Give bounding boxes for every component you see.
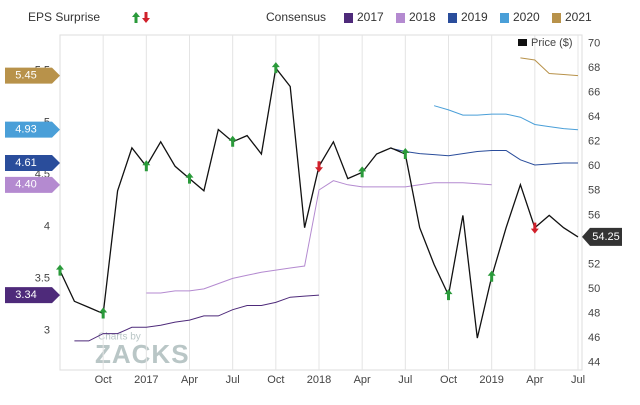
y2-tick-label: 68 [588, 62, 600, 74]
y2-tick-label: 64 [588, 111, 600, 123]
x-tick-label: Jul [571, 374, 585, 386]
y2-tick-label: 50 [588, 283, 600, 295]
x-tick-label: Apr [181, 374, 198, 386]
watermark: Charts by ZACKS [95, 332, 190, 369]
x-tick-label: 2018 [307, 374, 331, 386]
legend-down-arrow [142, 12, 150, 23]
y2-tick-label: 48 [588, 307, 600, 319]
consensus-tag-label: 3.34 [15, 289, 36, 301]
eps-surprise-down [315, 161, 323, 173]
eps-surprise-up [444, 289, 453, 301]
legend-label: 2019 [461, 10, 488, 24]
y2-tick-label: 44 [588, 357, 600, 369]
legend-swatch [500, 13, 509, 23]
plot-frame [59, 34, 583, 371]
legend-label: 2020 [513, 10, 540, 24]
eps-surprise-up [401, 148, 410, 160]
consensus-tag [5, 121, 60, 138]
consensus-line [520, 57, 579, 77]
y2-tick-label: 62 [588, 136, 600, 148]
consensus-tag [5, 287, 60, 304]
consensus-line [390, 147, 578, 166]
y-tick-label: 3 [44, 324, 50, 336]
y2-tick-label: 66 [588, 87, 600, 99]
consensus-line [74, 294, 320, 342]
legend-label: 2021 [565, 10, 592, 24]
y2-tick-label: 52 [588, 258, 600, 270]
eps-surprise-up [185, 172, 194, 184]
eps-surprise-up [228, 135, 237, 147]
y2-tick-label: 58 [588, 185, 600, 197]
eps-surprise-up [56, 264, 64, 276]
consensus-tag [5, 176, 60, 193]
x-tick-label: Oct [440, 374, 457, 386]
eps-surprise-up [99, 307, 108, 319]
legend-label: 2017 [357, 10, 384, 24]
legend-swatch [518, 39, 527, 46]
price-tag [582, 227, 622, 246]
consensus-tag-label: 4.40 [15, 179, 36, 191]
consensus-tag [5, 154, 60, 171]
y2-tick-label: 60 [588, 160, 600, 172]
consensus-tag [5, 67, 60, 84]
x-tick-label: Jul [226, 374, 240, 386]
legend-up-arrow [132, 12, 140, 23]
legend-swatch [344, 13, 353, 23]
legend-swatch [552, 13, 561, 23]
consensus-line [146, 180, 492, 294]
y2-tick-label: 46 [588, 332, 600, 344]
eps-surprise-up [358, 166, 367, 178]
price-tag-label: 54.25 [592, 231, 620, 243]
legend-label: 2018 [409, 10, 436, 24]
x-tick-label: Oct [95, 374, 112, 386]
eps-surprise-down [530, 222, 539, 234]
x-tick-label: Apr [354, 374, 371, 386]
x-tick-label: Apr [526, 374, 543, 386]
watermark-line2: ZACKS [95, 339, 190, 369]
y-tick-label: 4 [44, 220, 50, 232]
x-tick-label: 2019 [479, 374, 503, 386]
y-tick-label: 3.5 [35, 272, 50, 284]
consensus-line [433, 105, 579, 131]
consensus-tag-label: 4.93 [15, 124, 36, 136]
legend-label: Price ($) [531, 37, 573, 49]
legend-swatch [396, 13, 405, 23]
legend-swatch [448, 13, 457, 23]
eps-surprise-up [271, 62, 280, 74]
x-tick-label: Oct [267, 374, 284, 386]
consensus-tag-label: 5.45 [15, 69, 36, 81]
eps-surprise-up [142, 160, 151, 172]
surprise-legend: EPS Surprise [28, 10, 100, 24]
y2-tick-label: 56 [588, 209, 600, 221]
y2-tick-label: 70 [588, 37, 600, 49]
consensus-tag-label: 4.61 [15, 157, 36, 169]
x-tick-label: 2017 [134, 374, 158, 386]
consensus-legend: Consensus [266, 10, 326, 24]
eps-surprise-up [487, 270, 496, 282]
x-tick-label: Jul [398, 374, 412, 386]
watermark-line1: Charts by [98, 332, 141, 343]
